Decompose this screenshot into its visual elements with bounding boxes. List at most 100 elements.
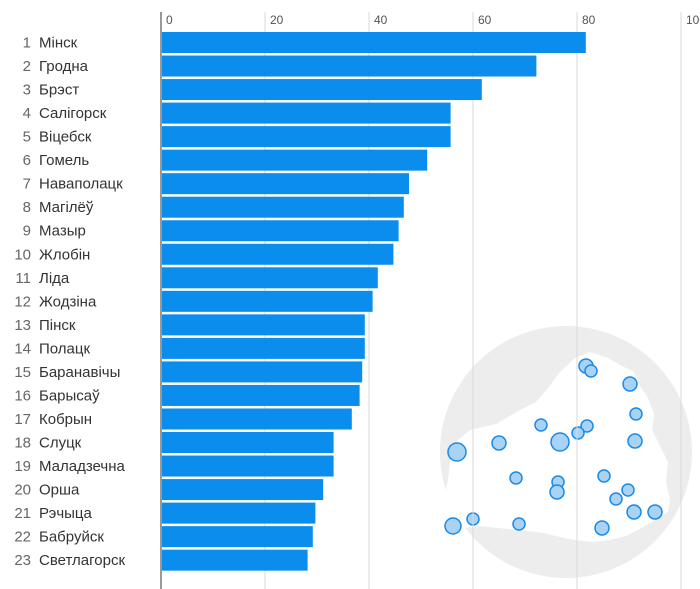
category-labels: 1 Мінск 2 Гродна 3 Брэст 4 Салігорск 5 Віцебск 6 Го… xyxy=(14,35,125,570)
bar xyxy=(162,32,586,53)
rank-label: 12 xyxy=(14,293,31,310)
x-tick-label: 0 xyxy=(166,13,173,27)
x-tick-label: 80 xyxy=(582,13,596,27)
rank-label: 14 xyxy=(14,340,31,357)
rank-label: 4 xyxy=(23,105,31,122)
city-marker xyxy=(550,432,570,452)
rank-label: 5 xyxy=(23,129,31,146)
bar xyxy=(162,408,352,430)
city-label: Барысаў xyxy=(39,387,100,404)
rank-label: 18 xyxy=(14,435,31,452)
city-label: Слуцк xyxy=(39,435,82,452)
rank-label: 7 xyxy=(23,176,31,193)
rank-label: 10 xyxy=(14,246,31,263)
rank-label: 2 xyxy=(23,58,31,75)
bar xyxy=(162,502,316,524)
city-marker xyxy=(534,418,548,432)
bar xyxy=(162,337,365,359)
city-marker xyxy=(509,471,523,485)
x-tick-label: 100 xyxy=(686,13,700,27)
city-label: Салігорск xyxy=(39,105,107,122)
bar xyxy=(162,314,365,336)
city-label: Ліда xyxy=(39,270,70,287)
rank-label: 11 xyxy=(15,270,31,287)
bar xyxy=(162,79,482,101)
city-marker xyxy=(621,483,635,497)
rank-label: 17 xyxy=(14,411,31,428)
city-label: Мазыр xyxy=(39,223,86,240)
city-label: Магілёў xyxy=(39,199,94,216)
rank-label: 6 xyxy=(23,152,31,169)
city-label: Жлобін xyxy=(39,246,90,263)
rank-label: 1 xyxy=(23,35,31,52)
rank-label: 21 xyxy=(14,505,31,522)
city-label: Полацк xyxy=(39,340,90,357)
city-marker xyxy=(609,492,623,506)
bar xyxy=(162,55,537,77)
bar xyxy=(162,479,324,501)
bar xyxy=(162,384,360,406)
city-label: Маладзечна xyxy=(39,458,126,475)
city-marker xyxy=(629,407,643,421)
rank-label: 9 xyxy=(23,223,31,240)
city-label: Віцебск xyxy=(39,129,92,146)
rank-label: 20 xyxy=(14,482,31,499)
bar xyxy=(162,243,394,265)
city-marker xyxy=(571,426,585,440)
rank-label: 23 xyxy=(14,552,31,569)
city-label: Пінск xyxy=(39,317,76,334)
bar xyxy=(162,455,334,477)
bar xyxy=(162,220,399,242)
bar xyxy=(162,290,373,312)
city-label: Жодзіна xyxy=(39,293,97,310)
x-tick-label: 40 xyxy=(374,13,388,27)
bar xyxy=(162,173,409,195)
city-label: Гродна xyxy=(39,58,89,75)
city-marker xyxy=(491,435,507,451)
x-tick-label: 20 xyxy=(270,13,284,27)
bar xyxy=(162,196,404,218)
city-marker xyxy=(512,517,526,531)
city-marker xyxy=(580,419,594,433)
city-marker xyxy=(447,442,467,462)
city-marker xyxy=(584,364,598,378)
rank-label: 22 xyxy=(14,529,31,546)
bar xyxy=(162,432,334,454)
bars xyxy=(162,32,586,571)
bar xyxy=(162,526,313,548)
city-marker xyxy=(626,504,642,520)
map-decoration xyxy=(440,326,692,578)
x-axis-ticks: 0 20 40 60 80 100 xyxy=(166,13,700,27)
bar xyxy=(162,361,363,383)
bar xyxy=(162,549,308,571)
bar xyxy=(162,126,451,148)
city-marker xyxy=(594,520,610,536)
rank-label: 3 xyxy=(23,82,31,99)
city-label: Баранавічы xyxy=(39,364,120,381)
rank-label: 19 xyxy=(14,458,31,475)
city-marker xyxy=(597,469,611,483)
rank-label: 16 xyxy=(14,387,31,404)
city-marker xyxy=(647,504,663,520)
city-label: Мінск xyxy=(39,35,78,52)
city-marker xyxy=(549,484,565,500)
city-label: Орша xyxy=(39,482,80,499)
bar xyxy=(162,102,451,124)
city-marker xyxy=(627,433,643,449)
city-label: Наваполацк xyxy=(39,176,123,193)
city-marker xyxy=(622,376,638,392)
city-label: Бабруйск xyxy=(39,529,104,546)
city-label: Светлагорск xyxy=(39,552,125,569)
city-label: Брэст xyxy=(39,82,79,99)
city-label: Гомель xyxy=(39,152,89,169)
bar xyxy=(162,149,428,171)
rank-label: 8 xyxy=(23,199,31,216)
x-tick-label: 60 xyxy=(478,13,492,27)
city-label: Рэчыца xyxy=(39,505,93,522)
city-label: Кобрын xyxy=(39,411,92,428)
rank-label: 15 xyxy=(14,364,31,381)
city-marker xyxy=(444,517,462,535)
rank-label: 13 xyxy=(14,317,31,334)
bar xyxy=(162,267,378,289)
